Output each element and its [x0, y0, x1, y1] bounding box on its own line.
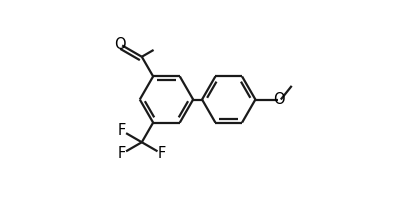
Text: F: F [157, 146, 166, 161]
Text: O: O [114, 37, 126, 52]
Text: F: F [118, 146, 126, 161]
Text: F: F [118, 123, 126, 138]
Text: O: O [274, 92, 285, 107]
